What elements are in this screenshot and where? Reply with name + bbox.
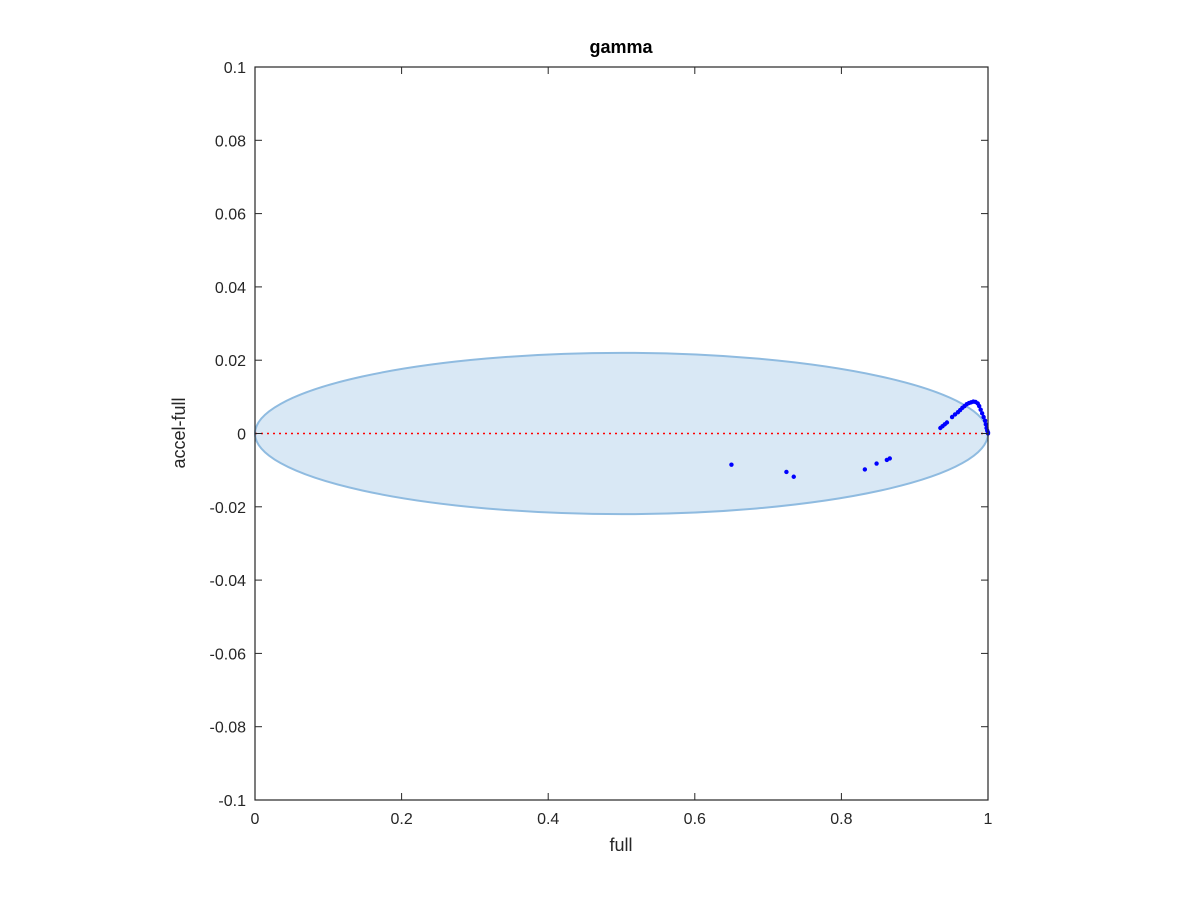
y-tick-label: -0.04 bbox=[210, 573, 247, 590]
y-axis-label: accel-full bbox=[169, 397, 189, 468]
y-tick-label: 0 bbox=[237, 427, 246, 444]
data-point bbox=[784, 469, 789, 475]
x-tick-label: 1 bbox=[984, 811, 993, 828]
plot-area: 0 0.2 0.4 0.6 0.8 1 -0.1 -0.08 -0.06 -0.04 -0.02 0 0… bbox=[210, 60, 993, 828]
x-tick-label: 0 bbox=[251, 811, 260, 828]
data-point bbox=[862, 467, 868, 472]
data-point bbox=[978, 407, 983, 412]
data-point bbox=[874, 461, 879, 466]
data-point bbox=[981, 414, 986, 420]
x-tick-label: 0.2 bbox=[390, 811, 412, 828]
data-point bbox=[983, 422, 989, 427]
data-point bbox=[791, 474, 796, 479]
data-point bbox=[982, 418, 988, 423]
y-tick-label: 0.04 bbox=[215, 280, 246, 297]
data-point bbox=[949, 414, 955, 420]
y-tick-label: 0.1 bbox=[224, 60, 246, 77]
x-tick-label: 0.6 bbox=[684, 811, 706, 828]
chart-title: gamma bbox=[589, 37, 653, 57]
y-tick-label: -0.06 bbox=[210, 646, 247, 663]
x-tick-label: 0.8 bbox=[830, 811, 852, 828]
y-tick-label: -0.08 bbox=[210, 720, 247, 737]
y-tick-label: 0.08 bbox=[215, 133, 246, 150]
y-tick-label: -0.02 bbox=[210, 500, 247, 517]
data-point bbox=[729, 462, 734, 467]
y-tick-label: -0.1 bbox=[218, 793, 246, 810]
x-axis-label: full bbox=[609, 835, 632, 855]
y-tick-label: 0.06 bbox=[215, 207, 246, 224]
y-tick-label: 0.02 bbox=[215, 353, 246, 370]
data-point bbox=[887, 456, 892, 461]
data-point bbox=[944, 420, 950, 425]
data-point bbox=[979, 411, 985, 416]
data-point bbox=[977, 403, 982, 409]
x-tick-label: 0.4 bbox=[537, 811, 559, 828]
